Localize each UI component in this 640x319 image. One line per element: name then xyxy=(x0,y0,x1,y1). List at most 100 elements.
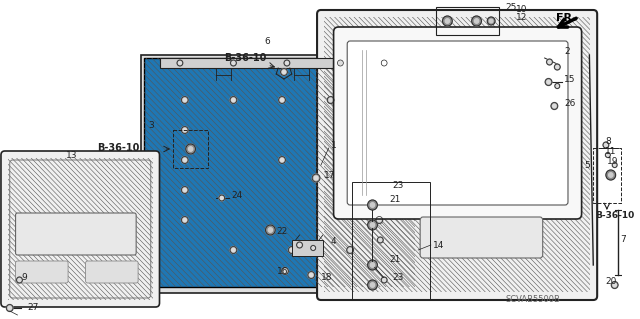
Circle shape xyxy=(339,62,342,64)
Circle shape xyxy=(181,217,188,224)
Circle shape xyxy=(614,164,616,166)
Circle shape xyxy=(604,144,607,146)
Circle shape xyxy=(181,187,188,194)
Circle shape xyxy=(230,247,237,254)
Text: 23: 23 xyxy=(392,181,403,189)
Circle shape xyxy=(376,97,383,103)
Text: SCVAB5500B: SCVAB5500B xyxy=(506,295,561,305)
Circle shape xyxy=(285,62,289,64)
Text: B-36-10: B-36-10 xyxy=(224,53,266,63)
Circle shape xyxy=(551,102,558,109)
FancyBboxPatch shape xyxy=(348,41,568,205)
Circle shape xyxy=(554,64,560,70)
Circle shape xyxy=(378,158,381,162)
Circle shape xyxy=(371,203,374,207)
Text: 27: 27 xyxy=(28,303,38,313)
FancyBboxPatch shape xyxy=(86,261,138,283)
Text: 16: 16 xyxy=(277,268,289,277)
Text: 14: 14 xyxy=(433,241,444,249)
Circle shape xyxy=(296,242,303,248)
Text: FR.: FR. xyxy=(556,13,577,23)
Circle shape xyxy=(381,277,387,283)
Polygon shape xyxy=(161,58,413,68)
Text: 26: 26 xyxy=(564,100,575,108)
Circle shape xyxy=(472,16,481,26)
Circle shape xyxy=(347,247,353,254)
Circle shape xyxy=(311,246,316,250)
Circle shape xyxy=(606,170,616,180)
Text: 22: 22 xyxy=(276,227,287,236)
Circle shape xyxy=(284,60,290,66)
Circle shape xyxy=(555,84,560,88)
FancyBboxPatch shape xyxy=(15,261,68,283)
Circle shape xyxy=(268,228,273,232)
Text: 5: 5 xyxy=(584,160,590,169)
FancyBboxPatch shape xyxy=(317,10,597,300)
Circle shape xyxy=(378,237,383,243)
Circle shape xyxy=(183,158,186,162)
Text: 18: 18 xyxy=(321,273,332,283)
Circle shape xyxy=(8,306,12,310)
Circle shape xyxy=(381,60,387,66)
Text: B-36-10: B-36-10 xyxy=(97,143,140,153)
Circle shape xyxy=(183,218,186,222)
Circle shape xyxy=(376,127,383,133)
Circle shape xyxy=(278,97,285,103)
Circle shape xyxy=(327,97,334,103)
Circle shape xyxy=(613,283,616,287)
Circle shape xyxy=(383,62,386,64)
Circle shape xyxy=(312,247,314,249)
Circle shape xyxy=(230,97,237,103)
Circle shape xyxy=(545,78,552,85)
Circle shape xyxy=(379,239,381,241)
Circle shape xyxy=(280,158,284,162)
Circle shape xyxy=(611,281,618,288)
Text: 2: 2 xyxy=(564,48,570,56)
FancyBboxPatch shape xyxy=(333,27,582,219)
Text: 6: 6 xyxy=(264,38,270,47)
Text: 21: 21 xyxy=(389,196,401,204)
Circle shape xyxy=(280,98,284,102)
Circle shape xyxy=(179,62,181,64)
Text: 20: 20 xyxy=(605,278,616,286)
Bar xyxy=(141,55,418,293)
Circle shape xyxy=(186,144,195,154)
Circle shape xyxy=(220,197,223,199)
Circle shape xyxy=(312,174,320,182)
Circle shape xyxy=(376,217,383,224)
Circle shape xyxy=(290,248,294,252)
Circle shape xyxy=(177,60,183,66)
Text: 13: 13 xyxy=(66,151,77,160)
Text: 25: 25 xyxy=(506,4,517,12)
Text: 9: 9 xyxy=(21,273,27,283)
Circle shape xyxy=(219,195,225,201)
Circle shape xyxy=(367,280,378,290)
Circle shape xyxy=(181,157,188,164)
Circle shape xyxy=(378,98,381,102)
Circle shape xyxy=(376,157,383,164)
Circle shape xyxy=(490,19,493,23)
Circle shape xyxy=(232,62,235,64)
Circle shape xyxy=(183,188,186,192)
Text: 1: 1 xyxy=(331,140,337,150)
FancyBboxPatch shape xyxy=(420,217,543,258)
Circle shape xyxy=(607,154,609,156)
FancyBboxPatch shape xyxy=(1,151,159,307)
Text: 21: 21 xyxy=(389,256,401,264)
Circle shape xyxy=(547,80,550,84)
Circle shape xyxy=(371,263,374,267)
Circle shape xyxy=(556,65,559,69)
PathPatch shape xyxy=(8,158,153,300)
Circle shape xyxy=(603,142,609,148)
Circle shape xyxy=(278,157,285,164)
Circle shape xyxy=(183,128,186,132)
Circle shape xyxy=(474,19,479,23)
Circle shape xyxy=(181,127,188,133)
Circle shape xyxy=(188,147,193,151)
Circle shape xyxy=(612,162,617,167)
Circle shape xyxy=(282,268,289,275)
Circle shape xyxy=(442,16,452,26)
Circle shape xyxy=(548,61,551,63)
Circle shape xyxy=(230,60,236,66)
Text: 11: 11 xyxy=(605,147,616,157)
